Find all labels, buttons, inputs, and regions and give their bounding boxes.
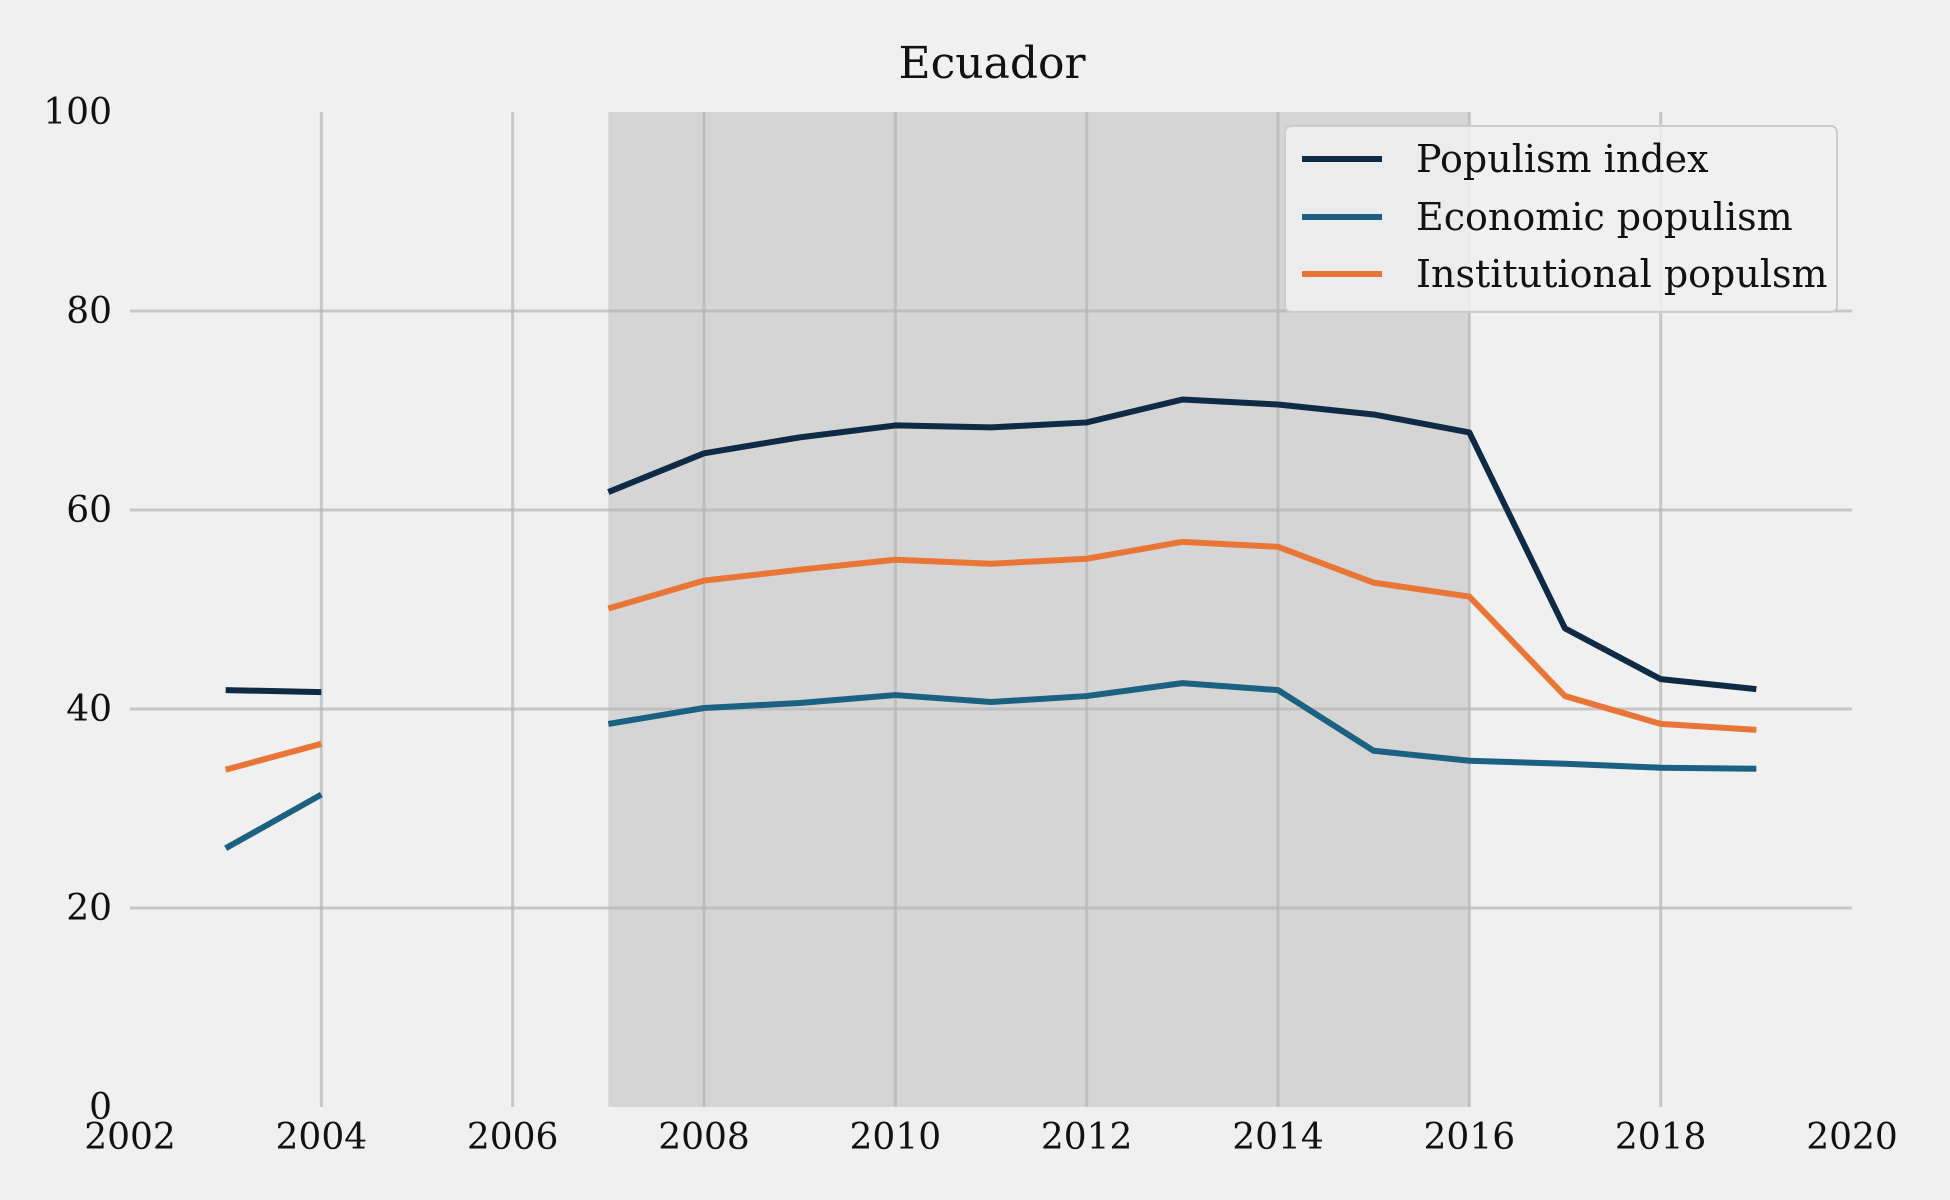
- data-point: [1658, 721, 1664, 727]
- series-line: [225, 687, 322, 696]
- data-point: [1371, 748, 1377, 754]
- series-layer: [223, 396, 1759, 851]
- series-line: [607, 396, 1757, 693]
- series-line: [607, 538, 1757, 733]
- data-point: [1753, 766, 1759, 772]
- data-point: [1179, 539, 1185, 545]
- data-point: [1371, 580, 1377, 586]
- data-point: [605, 489, 611, 495]
- chart-title: Ecuador: [898, 38, 1086, 89]
- data-point: [1466, 594, 1472, 600]
- data-point: [797, 700, 803, 706]
- data-point: [701, 705, 707, 711]
- y-tick-label: 100: [43, 92, 112, 133]
- x-tick-label: 2018: [1615, 1117, 1707, 1158]
- data-point: [988, 424, 994, 430]
- y-tick-label: 40: [66, 689, 112, 730]
- data-point: [1466, 758, 1472, 764]
- tick-label-layer: 2002 2004 2006 2008 2010 2012 2014 2016 2018 2020…: [43, 92, 1898, 1158]
- data-point: [1658, 765, 1664, 771]
- legend-entry-institutional-populism: Institutional populsm: [1302, 252, 1828, 296]
- data-point: [223, 767, 229, 773]
- data-point: [1084, 693, 1090, 699]
- data-point: [1658, 676, 1664, 682]
- data-point: [892, 692, 898, 698]
- data-point: [318, 689, 324, 695]
- legend: Populism index Economic populism Institu…: [1284, 125, 1838, 313]
- data-point: [701, 578, 707, 584]
- x-tick-label: 2012: [1041, 1117, 1133, 1158]
- data-point: [1753, 727, 1759, 733]
- data-point: [1179, 680, 1185, 686]
- y-tick-label: 80: [66, 291, 112, 332]
- data-point: [1179, 397, 1185, 403]
- data-point: [1466, 429, 1472, 435]
- x-tick-label: 2006: [467, 1117, 559, 1158]
- legend-box: [1284, 125, 1838, 313]
- data-point: [1562, 693, 1568, 699]
- data-point: [988, 561, 994, 567]
- data-point: [1084, 419, 1090, 425]
- series-line: [224, 740, 323, 773]
- data-point: [1275, 402, 1281, 408]
- data-point: [797, 434, 803, 440]
- series-line: [224, 791, 323, 851]
- data-point: [223, 687, 229, 693]
- data-point: [797, 567, 803, 573]
- y-tick-label: 0: [89, 1087, 112, 1128]
- legend-entry-populism-index: Populism index: [1302, 137, 1709, 181]
- x-tick-label: 2004: [276, 1117, 368, 1158]
- data-point: [318, 741, 324, 747]
- x-tick-label: 2020: [1806, 1117, 1898, 1158]
- data-point: [1084, 556, 1090, 562]
- x-tick-label: 2010: [850, 1117, 942, 1158]
- data-point: [605, 721, 611, 727]
- data-point: [701, 450, 707, 456]
- data-point: [605, 606, 611, 612]
- x-tick-label: 2008: [658, 1117, 750, 1158]
- series-line: [607, 680, 1757, 772]
- data-point: [1562, 625, 1568, 631]
- data-point: [1753, 686, 1759, 692]
- data-point: [1371, 411, 1377, 417]
- data-point: [1275, 687, 1281, 693]
- x-tick-label: 2002: [84, 1117, 176, 1158]
- y-tick-label: 20: [66, 888, 112, 929]
- data-point: [892, 557, 898, 563]
- x-tick-label: 2016: [1424, 1117, 1516, 1158]
- data-point: [1562, 761, 1568, 767]
- data-point: [318, 792, 324, 798]
- legend-label: Economic populism: [1416, 195, 1793, 239]
- y-tick-label: 60: [66, 490, 112, 531]
- data-point: [223, 845, 229, 851]
- legend-label: Institutional populsm: [1416, 252, 1828, 296]
- data-point: [988, 699, 994, 705]
- data-point: [892, 422, 898, 428]
- data-point: [1275, 544, 1281, 550]
- legend-label: Populism index: [1416, 137, 1709, 181]
- legend-entry-economic-populism: Economic populism: [1302, 195, 1793, 239]
- x-tick-label: 2014: [1232, 1117, 1324, 1158]
